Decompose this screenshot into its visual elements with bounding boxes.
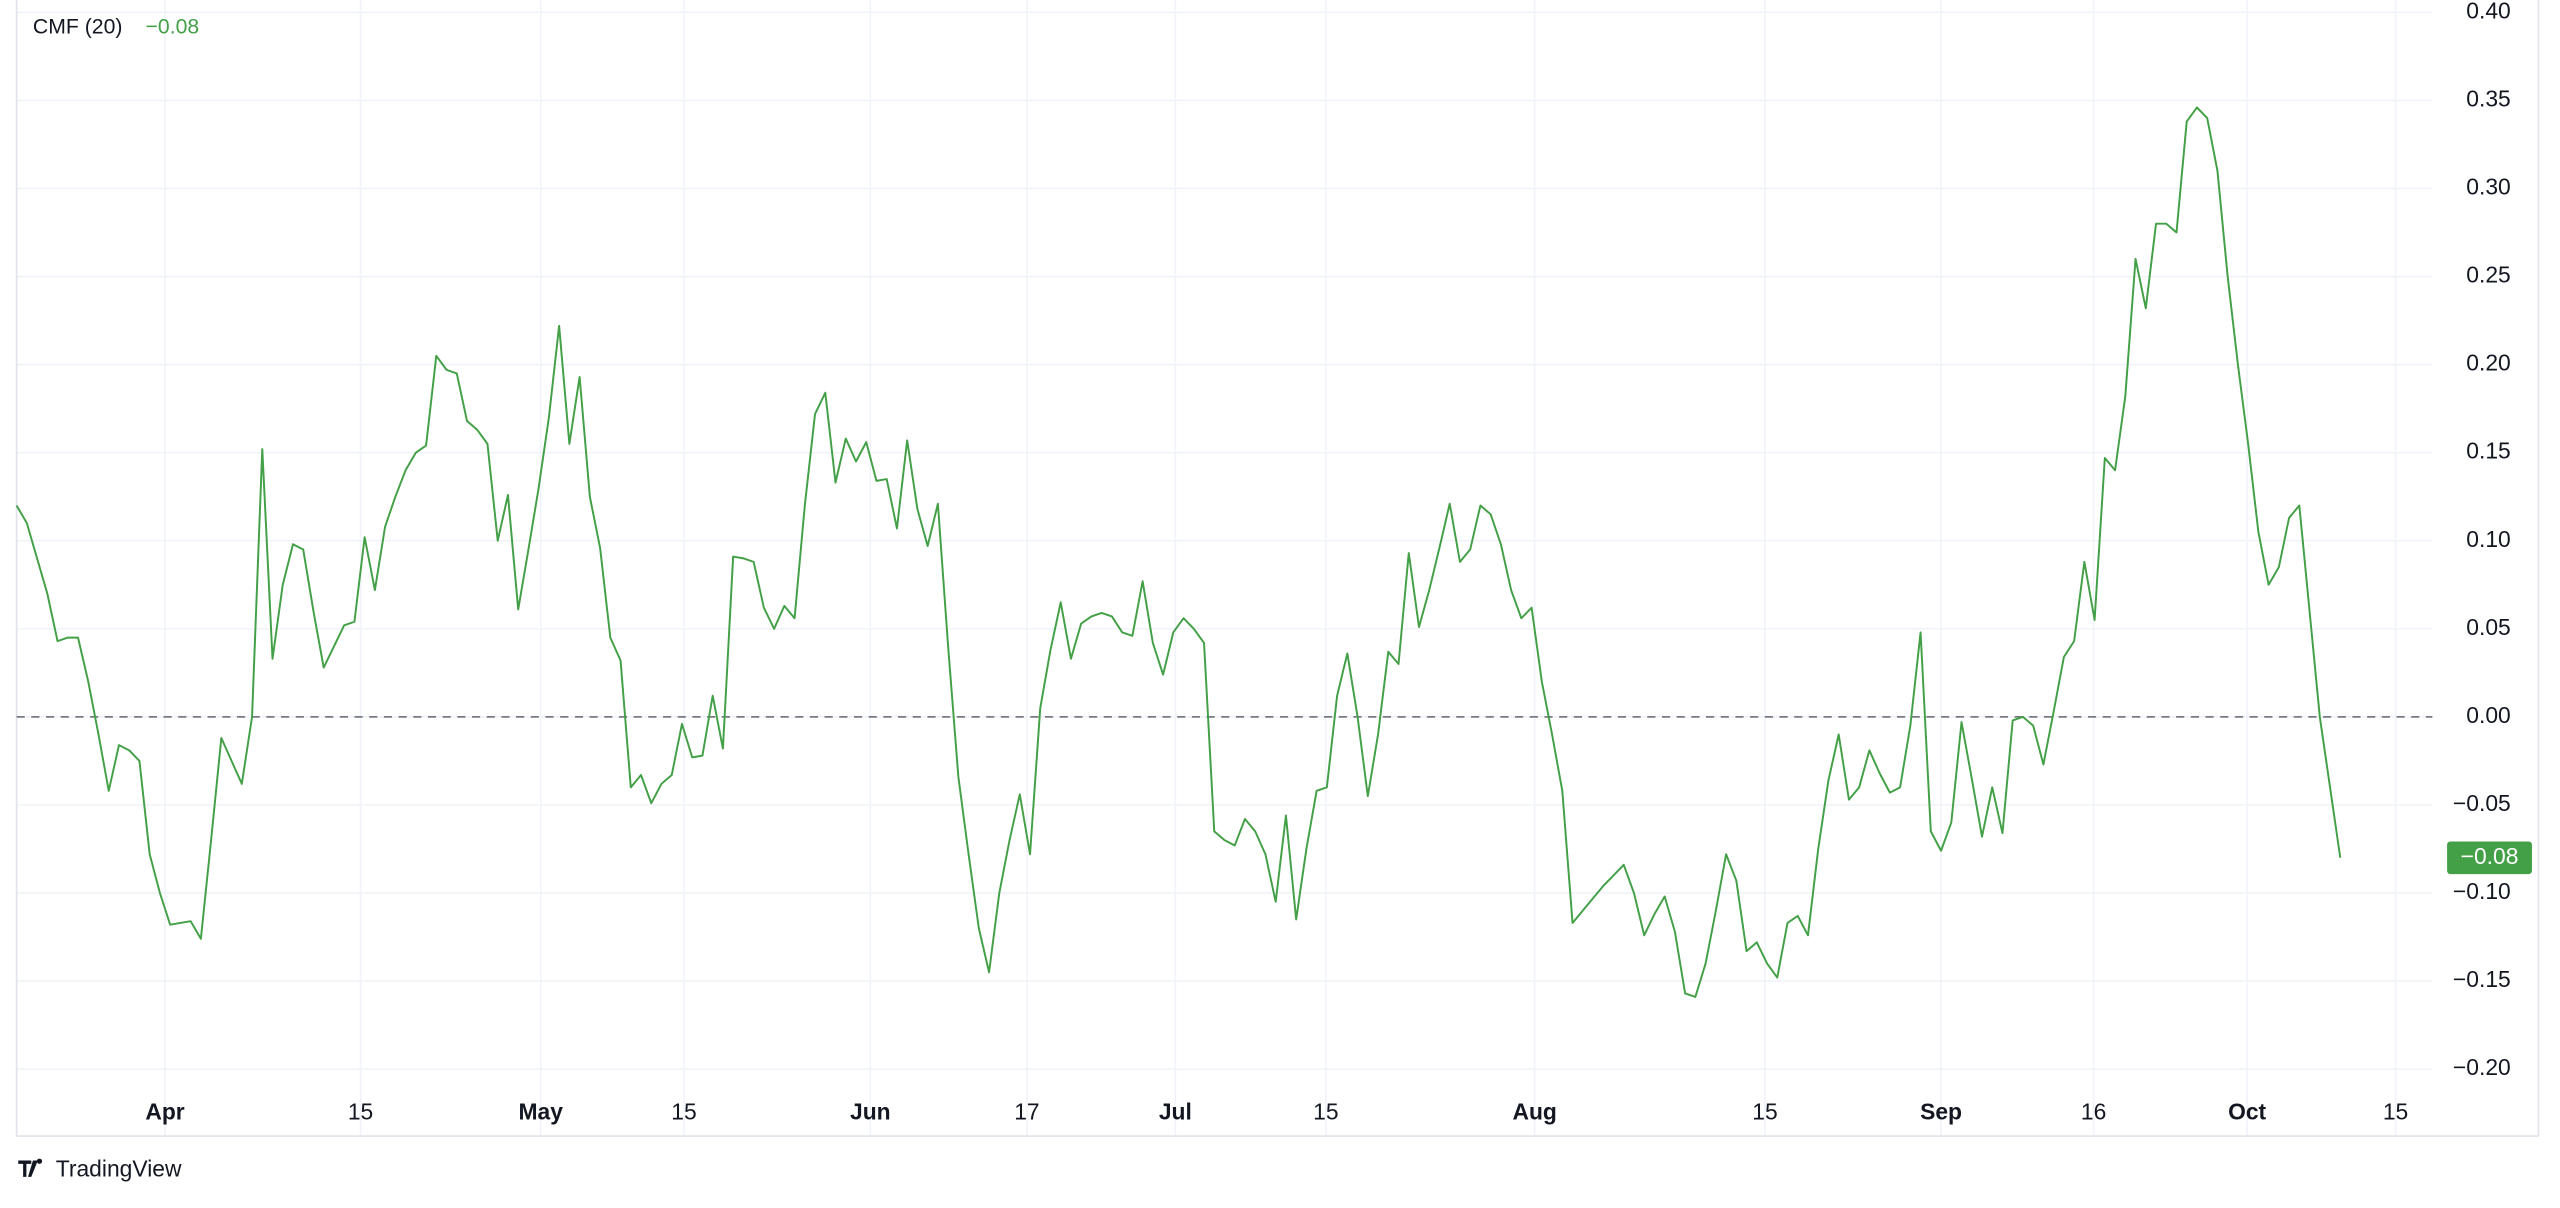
x-tick-label: Jul	[1159, 1098, 1192, 1124]
y-tick-label: 0.00	[2466, 702, 2510, 728]
x-tick-label: May	[518, 1098, 563, 1124]
y-tick-label: 0.40	[2466, 0, 2510, 23]
grid	[16, 0, 2433, 1137]
x-tick-label: 15	[1752, 1098, 1777, 1124]
x-tick-label: Jun	[850, 1098, 891, 1124]
x-tick-label: 17	[1014, 1098, 1039, 1124]
y-tick-label: 0.20	[2466, 350, 2510, 376]
x-tick-label: Oct	[2228, 1098, 2266, 1124]
x-tick-label: 15	[1313, 1098, 1338, 1124]
y-tick-label: −0.10	[2453, 878, 2511, 904]
axes: 0.40 0.35 0.30 0.25 0.20 0.15 0.10 0.05 0.00 −0.0…	[145, 0, 2532, 1124]
last-value-label: −0.08	[2461, 843, 2519, 869]
y-tick-label: 0.05	[2466, 614, 2510, 640]
x-tick-label: Sep	[1920, 1098, 1962, 1124]
x-tick-label: Aug	[1512, 1098, 1556, 1124]
y-tick-label: 0.10	[2466, 526, 2510, 552]
y-tick-label: 0.25	[2466, 262, 2510, 288]
x-tick-label: 15	[2383, 1098, 2408, 1124]
y-tick-label: −0.15	[2453, 966, 2511, 992]
y-tick-label: 0.35	[2466, 85, 2510, 111]
y-tick-label: −0.05	[2453, 790, 2511, 816]
watermark: TradingView	[56, 1155, 182, 1181]
series-line	[15, 106, 2342, 998]
x-tick-label: 15	[671, 1098, 696, 1124]
legend-name: CMF (20)	[33, 15, 123, 38]
y-tick-label: 0.30	[2466, 173, 2510, 199]
plot	[15, 106, 2433, 998]
y-tick-label: −0.20	[2453, 1054, 2511, 1080]
logo	[18, 1158, 43, 1177]
legend-value: −0.08	[146, 15, 200, 38]
x-tick-label: Apr	[145, 1098, 184, 1124]
y-tick-label: 0.15	[2466, 438, 2510, 464]
x-tick-label: 16	[2081, 1098, 2106, 1124]
x-tick-label: 15	[348, 1098, 373, 1124]
last-value-box	[2447, 841, 2532, 875]
